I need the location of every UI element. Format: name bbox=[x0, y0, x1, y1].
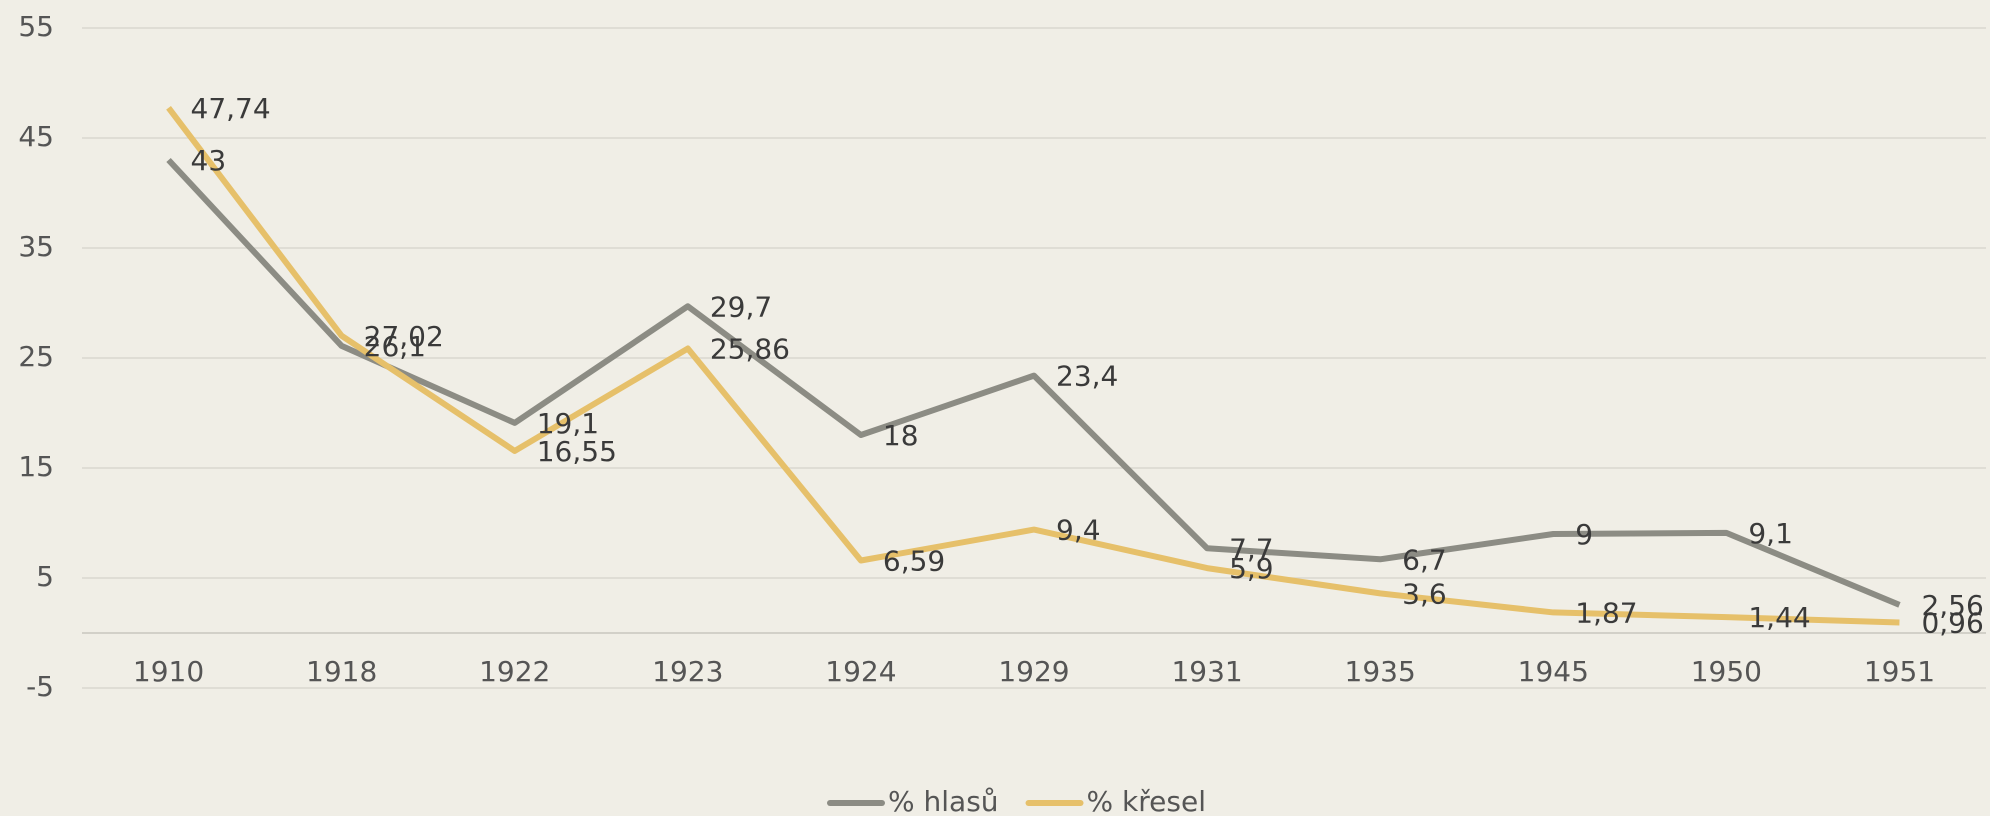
data-label: 3,6 bbox=[1402, 577, 1447, 610]
data-label: 1,87 bbox=[1575, 596, 1637, 629]
x-tick-label: 1910 bbox=[133, 655, 204, 688]
x-tick-label: 1924 bbox=[825, 655, 896, 688]
data-label: 7,7 bbox=[1229, 532, 1274, 565]
data-label: 9,4 bbox=[1056, 514, 1101, 547]
y-tick-label: 55 bbox=[18, 10, 54, 43]
data-label: 16,55 bbox=[537, 435, 617, 468]
data-label: 27,02 bbox=[364, 320, 444, 353]
x-tick-label: 1931 bbox=[1171, 655, 1242, 688]
data-label: 6,59 bbox=[883, 545, 945, 578]
y-tick-label: 5 bbox=[36, 560, 54, 593]
y-tick-label: 45 bbox=[18, 120, 54, 153]
data-label: 43 bbox=[191, 144, 227, 177]
data-label: 1,44 bbox=[1748, 601, 1810, 634]
data-label: 0,96 bbox=[1921, 606, 1983, 639]
x-tick-label: 1923 bbox=[652, 655, 723, 688]
series-line bbox=[166, 157, 1901, 608]
x-tick-label: 1935 bbox=[1345, 655, 1416, 688]
legend-label: % hlasů bbox=[888, 785, 999, 816]
x-tick-label: 1945 bbox=[1518, 655, 1589, 688]
x-tick-label: 1922 bbox=[479, 655, 550, 688]
data-label: 2,56 bbox=[1921, 589, 1983, 622]
data-label: 18 bbox=[883, 419, 919, 452]
series-line bbox=[166, 106, 1900, 626]
y-tick-label: 15 bbox=[18, 450, 54, 483]
data-label: 26,1 bbox=[364, 330, 426, 363]
data-label: 9 bbox=[1575, 518, 1593, 551]
y-tick-label: 35 bbox=[18, 230, 54, 263]
x-tick-label: 1918 bbox=[306, 655, 377, 688]
data-label: 5,9 bbox=[1229, 552, 1274, 585]
x-tick-label: 1929 bbox=[998, 655, 1069, 688]
legend-label: % křesel bbox=[1087, 785, 1206, 816]
data-label: 29,7 bbox=[710, 290, 772, 323]
data-label: 25,86 bbox=[710, 333, 790, 366]
data-label: 6,7 bbox=[1402, 543, 1447, 576]
data-label: 9,1 bbox=[1748, 517, 1793, 550]
data-label: 19,1 bbox=[537, 407, 599, 440]
y-tick-label: -5 bbox=[26, 670, 54, 703]
x-tick-label: 1950 bbox=[1691, 655, 1762, 688]
x-tick-label: 1951 bbox=[1864, 655, 1935, 688]
y-tick-label: 25 bbox=[18, 340, 54, 373]
data-label: 23,4 bbox=[1056, 360, 1118, 393]
data-label: 47,74 bbox=[191, 92, 271, 125]
